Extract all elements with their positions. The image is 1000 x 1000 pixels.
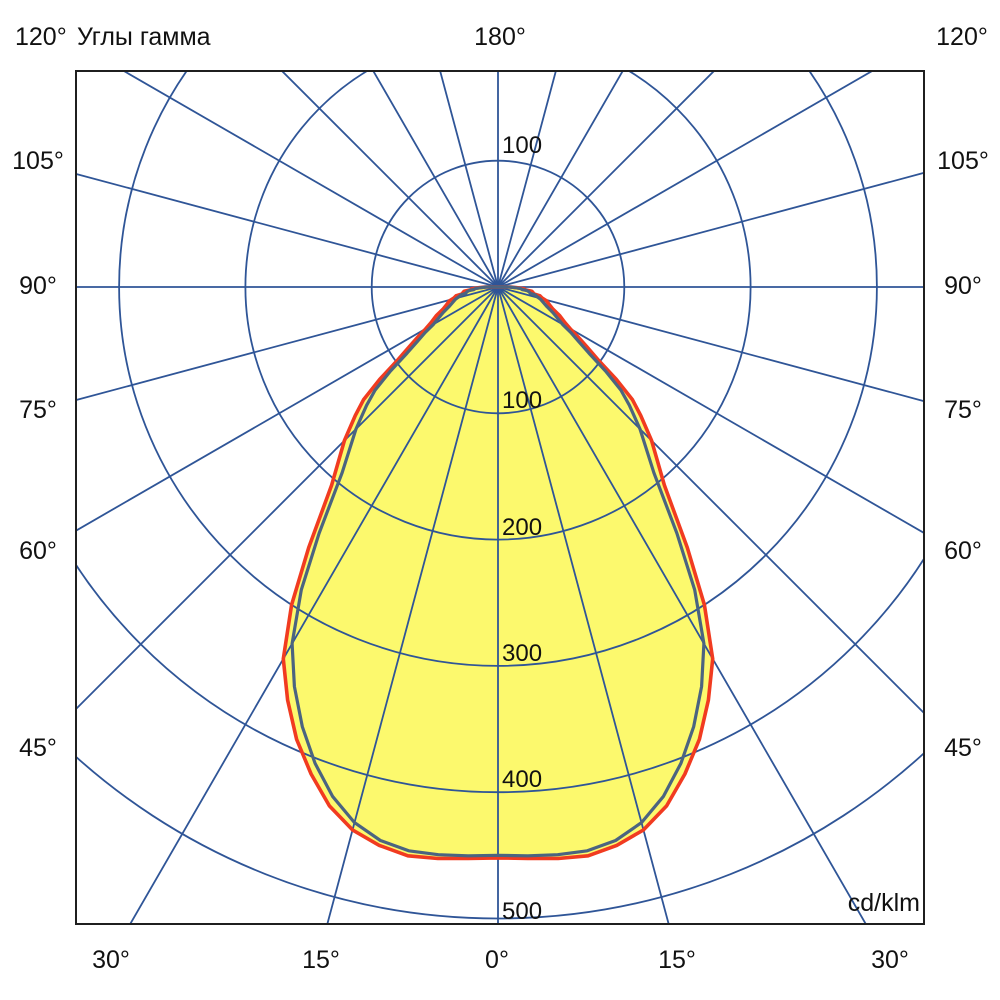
- gamma-label-180: 180°: [474, 23, 526, 51]
- grid-ray-120: [497, 71, 874, 288]
- gamma-label-left-75: 75°: [19, 396, 57, 424]
- radius-tick-label-500: 500: [502, 898, 543, 925]
- gamma-label-right-45: 45°: [944, 734, 982, 762]
- gamma-label-right-105: 105°: [937, 147, 989, 175]
- gamma-label-bottom-30-left: 30°: [92, 946, 130, 974]
- grid-ray-135: [497, 71, 716, 288]
- radius-tick-label-100: 100: [502, 387, 543, 414]
- grid-ray-30: [497, 286, 867, 924]
- grid-ray-60: [497, 286, 924, 534]
- grid-ray-15: [497, 286, 670, 924]
- radius-tick-label-200: 200: [502, 514, 543, 541]
- gamma-label-left-45: 45°: [19, 734, 57, 762]
- plot-border: [75, 70, 925, 925]
- gamma-label-left-105: 105°: [12, 147, 64, 175]
- radius-tick-label-100-upper: 100: [502, 132, 543, 159]
- grid-ray-75: [497, 286, 924, 403]
- gamma-label-top-right-120: 120°: [936, 23, 988, 51]
- gamma-label-left-60: 60°: [19, 537, 57, 565]
- gamma-label-left-90: 90°: [19, 272, 57, 300]
- curve-outer-plane: [281, 285, 715, 861]
- grid-ray-300: [76, 286, 499, 532]
- gamma-label-right-60: 60°: [944, 537, 982, 565]
- gamma-label-right-90: 90°: [944, 272, 982, 300]
- unit-label: cd/klm: [847, 889, 920, 917]
- grid-ray-210: [372, 71, 499, 288]
- grid-ray-330: [129, 286, 499, 924]
- curve-inner-plane: [290, 285, 706, 858]
- gamma-label-right-75: 75°: [944, 396, 982, 424]
- grid-ray-150: [497, 71, 624, 288]
- grid-ray-345: [326, 286, 499, 924]
- radius-tick-label-300: 300: [502, 640, 543, 667]
- grid-ray-315: [76, 286, 499, 711]
- grid-ray-165: [497, 71, 557, 288]
- chart-title: Углы гамма: [77, 23, 211, 51]
- grid-ray-105: [497, 171, 924, 288]
- gamma-label-bottom-15-left: 15°: [302, 946, 340, 974]
- gamma-label-top-left-120: 120°: [15, 23, 67, 51]
- grid-ray-240: [122, 71, 499, 288]
- gamma-label-bottom-30-right: 30°: [871, 946, 909, 974]
- gamma-label-bottom-0: 0°: [485, 946, 509, 974]
- gamma-label-bottom-15-right: 15°: [658, 946, 696, 974]
- grid-ray-45: [497, 286, 924, 715]
- grid-ray-285: [76, 286, 499, 401]
- grid-ray-255: [76, 173, 499, 288]
- grid-ray-225: [280, 71, 499, 288]
- radius-tick-label-400: 400: [502, 766, 543, 793]
